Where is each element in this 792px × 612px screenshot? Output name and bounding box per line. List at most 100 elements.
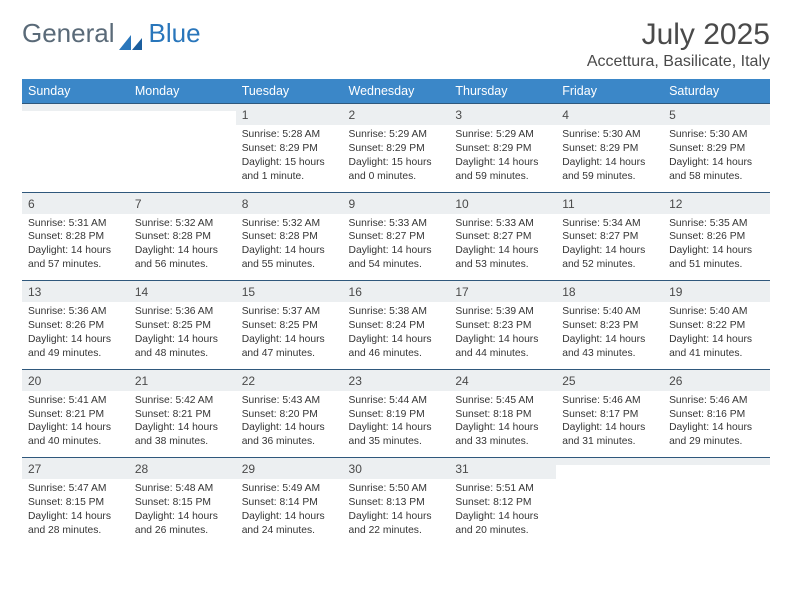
calendar-cell: 22Sunrise: 5:43 AMSunset: 8:20 PMDayligh…: [236, 369, 343, 458]
day-line: and 46 minutes.: [349, 347, 444, 361]
day-line: and 55 minutes.: [242, 258, 337, 272]
title-block: July 2025 Accettura, Basilicate, Italy: [587, 18, 770, 71]
day-line: Sunset: 8:27 PM: [562, 230, 657, 244]
day-number: 25: [556, 369, 663, 391]
day-body: Sunrise: 5:40 AMSunset: 8:22 PMDaylight:…: [663, 302, 770, 369]
day-number: 7: [129, 192, 236, 214]
day-number: 14: [129, 280, 236, 302]
day-line: and 51 minutes.: [669, 258, 764, 272]
day-line: Sunset: 8:13 PM: [349, 496, 444, 510]
day-body: Sunrise: 5:30 AMSunset: 8:29 PMDaylight:…: [556, 125, 663, 192]
day-body: Sunrise: 5:49 AMSunset: 8:14 PMDaylight:…: [236, 479, 343, 546]
day-line: and 57 minutes.: [28, 258, 123, 272]
dow-monday: Monday: [129, 79, 236, 103]
day-line: Sunset: 8:28 PM: [135, 230, 230, 244]
day-line: and 58 minutes.: [669, 170, 764, 184]
day-line: and 26 minutes.: [135, 524, 230, 538]
day-line: Daylight: 14 hours: [242, 333, 337, 347]
day-line: and 52 minutes.: [562, 258, 657, 272]
day-line: and 47 minutes.: [242, 347, 337, 361]
day-body: Sunrise: 5:39 AMSunset: 8:23 PMDaylight:…: [449, 302, 556, 369]
day-line: Daylight: 14 hours: [242, 244, 337, 258]
day-line: Sunset: 8:15 PM: [28, 496, 123, 510]
day-line: Sunrise: 5:46 AM: [562, 394, 657, 408]
day-line: Sunrise: 5:46 AM: [669, 394, 764, 408]
calendar-cell: 29Sunrise: 5:49 AMSunset: 8:14 PMDayligh…: [236, 457, 343, 546]
day-line: and 44 minutes.: [455, 347, 550, 361]
day-number: 12: [663, 192, 770, 214]
day-line: and 59 minutes.: [455, 170, 550, 184]
day-line: Sunrise: 5:38 AM: [349, 305, 444, 319]
day-body: Sunrise: 5:29 AMSunset: 8:29 PMDaylight:…: [449, 125, 556, 192]
day-line: Sunrise: 5:30 AM: [562, 128, 657, 142]
day-line: Sunrise: 5:31 AM: [28, 217, 123, 231]
calendar-cell: 1Sunrise: 5:28 AMSunset: 8:29 PMDaylight…: [236, 103, 343, 192]
day-body: Sunrise: 5:37 AMSunset: 8:25 PMDaylight:…: [236, 302, 343, 369]
day-body: [129, 111, 236, 167]
day-line: and 53 minutes.: [455, 258, 550, 272]
day-line: Sunrise: 5:51 AM: [455, 482, 550, 496]
calendar-cell: 27Sunrise: 5:47 AMSunset: 8:15 PMDayligh…: [22, 457, 129, 546]
calendar-cell: 24Sunrise: 5:45 AMSunset: 8:18 PMDayligh…: [449, 369, 556, 458]
day-line: Sunrise: 5:33 AM: [455, 217, 550, 231]
day-line: Sunset: 8:28 PM: [28, 230, 123, 244]
day-line: Sunset: 8:14 PM: [242, 496, 337, 510]
day-line: Daylight: 14 hours: [28, 510, 123, 524]
calendar-cell: [22, 103, 129, 192]
day-body: Sunrise: 5:36 AMSunset: 8:26 PMDaylight:…: [22, 302, 129, 369]
calendar-cell: 4Sunrise: 5:30 AMSunset: 8:29 PMDaylight…: [556, 103, 663, 192]
day-line: Sunrise: 5:30 AM: [669, 128, 764, 142]
calendar-cell: 30Sunrise: 5:50 AMSunset: 8:13 PMDayligh…: [343, 457, 450, 546]
day-line: Sunset: 8:29 PM: [455, 142, 550, 156]
day-body: Sunrise: 5:32 AMSunset: 8:28 PMDaylight:…: [236, 214, 343, 281]
day-line: Daylight: 14 hours: [28, 421, 123, 435]
day-number: [22, 103, 129, 111]
day-body: Sunrise: 5:40 AMSunset: 8:23 PMDaylight:…: [556, 302, 663, 369]
calendar-cell: 3Sunrise: 5:29 AMSunset: 8:29 PMDaylight…: [449, 103, 556, 192]
day-body: Sunrise: 5:47 AMSunset: 8:15 PMDaylight:…: [22, 479, 129, 546]
day-body: Sunrise: 5:45 AMSunset: 8:18 PMDaylight:…: [449, 391, 556, 458]
day-number: 18: [556, 280, 663, 302]
day-body: Sunrise: 5:41 AMSunset: 8:21 PMDaylight:…: [22, 391, 129, 458]
day-line: Sunset: 8:29 PM: [349, 142, 444, 156]
day-body: Sunrise: 5:42 AMSunset: 8:21 PMDaylight:…: [129, 391, 236, 458]
dow-friday: Friday: [556, 79, 663, 103]
day-line: and 59 minutes.: [562, 170, 657, 184]
calendar-week: 1Sunrise: 5:28 AMSunset: 8:29 PMDaylight…: [22, 103, 770, 192]
calendar-week: 13Sunrise: 5:36 AMSunset: 8:26 PMDayligh…: [22, 280, 770, 369]
day-line: Sunrise: 5:44 AM: [349, 394, 444, 408]
day-line: Daylight: 14 hours: [669, 244, 764, 258]
dow-row: Sunday Monday Tuesday Wednesday Thursday…: [22, 79, 770, 103]
day-line: Sunrise: 5:28 AM: [242, 128, 337, 142]
day-line: and 29 minutes.: [669, 435, 764, 449]
day-line: Daylight: 14 hours: [562, 333, 657, 347]
day-line: and 56 minutes.: [135, 258, 230, 272]
location: Accettura, Basilicate, Italy: [587, 53, 770, 71]
day-number: 3: [449, 103, 556, 125]
day-line: Daylight: 14 hours: [135, 333, 230, 347]
day-line: Sunset: 8:21 PM: [28, 408, 123, 422]
calendar-cell: 13Sunrise: 5:36 AMSunset: 8:26 PMDayligh…: [22, 280, 129, 369]
day-line: Sunrise: 5:36 AM: [28, 305, 123, 319]
day-body: Sunrise: 5:28 AMSunset: 8:29 PMDaylight:…: [236, 125, 343, 192]
day-line: Sunset: 8:15 PM: [135, 496, 230, 510]
brand-part1: General: [22, 18, 115, 49]
calendar-cell: 9Sunrise: 5:33 AMSunset: 8:27 PMDaylight…: [343, 192, 450, 281]
day-line: Sunrise: 5:50 AM: [349, 482, 444, 496]
day-line: and 49 minutes.: [28, 347, 123, 361]
calendar-cell: [129, 103, 236, 192]
day-body: [22, 111, 129, 167]
day-body: Sunrise: 5:50 AMSunset: 8:13 PMDaylight:…: [343, 479, 450, 546]
day-line: Daylight: 14 hours: [455, 156, 550, 170]
day-line: Daylight: 14 hours: [349, 333, 444, 347]
day-number: 16: [343, 280, 450, 302]
calendar-cell: 8Sunrise: 5:32 AMSunset: 8:28 PMDaylight…: [236, 192, 343, 281]
day-number: 26: [663, 369, 770, 391]
calendar-cell: 12Sunrise: 5:35 AMSunset: 8:26 PMDayligh…: [663, 192, 770, 281]
day-line: Sunrise: 5:37 AM: [242, 305, 337, 319]
day-line: Sunrise: 5:45 AM: [455, 394, 550, 408]
day-number: 4: [556, 103, 663, 125]
day-line: and 0 minutes.: [349, 170, 444, 184]
day-line: Sunrise: 5:41 AM: [28, 394, 123, 408]
day-line: Daylight: 14 hours: [242, 510, 337, 524]
